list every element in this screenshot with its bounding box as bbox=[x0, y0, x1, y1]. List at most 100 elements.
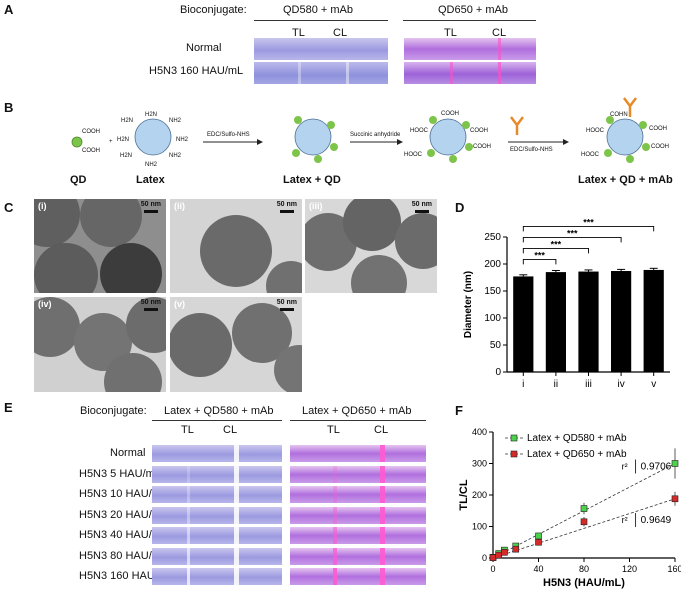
test-line bbox=[333, 465, 337, 483]
qd-label: QD bbox=[70, 174, 87, 186]
tem-label: (ii) bbox=[174, 201, 185, 211]
y-tick-label: 250 bbox=[484, 232, 501, 243]
tl-label-e1: TL bbox=[181, 424, 194, 436]
test-strip bbox=[152, 465, 282, 483]
control-line bbox=[346, 62, 349, 84]
y-axis-label: Diameter (nm) bbox=[463, 271, 474, 338]
control-line bbox=[380, 445, 385, 462]
panel-label-a: A bbox=[4, 2, 14, 17]
row-label: H5N3 160 HAU/mL bbox=[79, 570, 174, 582]
scale-bar-label: 50 nm bbox=[276, 201, 297, 208]
control-line bbox=[380, 547, 385, 565]
latex-qd-label: Latex + QD bbox=[283, 174, 341, 186]
control-line bbox=[380, 527, 385, 544]
tem-image: (ii) 50 nm bbox=[170, 199, 302, 293]
data-point bbox=[495, 551, 502, 559]
test-line bbox=[450, 62, 453, 84]
test-strip bbox=[152, 527, 282, 544]
latex-label: Latex bbox=[136, 174, 165, 186]
scale-bar bbox=[144, 308, 158, 311]
x-tick-label: 0 bbox=[490, 564, 495, 574]
test-line bbox=[333, 486, 337, 503]
cooh-label: COOH bbox=[649, 126, 667, 132]
scale-bar-label: 50 nm bbox=[276, 299, 297, 306]
r2-value: 0.9706 bbox=[641, 462, 672, 473]
test-line bbox=[333, 445, 337, 462]
row-label: Normal bbox=[110, 447, 146, 459]
significance-bracket bbox=[522, 247, 589, 254]
cooh-label: COOH bbox=[441, 111, 459, 117]
test-line bbox=[187, 506, 190, 524]
h2n-label: H2N bbox=[121, 118, 134, 124]
x-tick-label: 120 bbox=[622, 564, 637, 574]
qd-cooh-bottom: COOH bbox=[82, 148, 100, 154]
nh2-label: NH2 bbox=[169, 118, 182, 124]
y-tick-label: 200 bbox=[484, 259, 501, 270]
fit-line bbox=[492, 498, 676, 559]
significance-label: *** bbox=[551, 239, 562, 249]
test-strip bbox=[290, 568, 426, 585]
x-tick-label: ii bbox=[554, 379, 558, 390]
group-underline-qd650 bbox=[403, 20, 536, 21]
hooc-label: HOOC bbox=[410, 128, 428, 134]
group-underline-latex-qd650 bbox=[290, 420, 426, 421]
significance-bracket bbox=[522, 236, 622, 243]
control-line bbox=[234, 486, 239, 503]
data-point bbox=[671, 495, 679, 503]
test-line bbox=[187, 547, 190, 565]
nh2-label: NH2 bbox=[176, 137, 189, 143]
bar bbox=[610, 271, 632, 372]
control-line bbox=[234, 547, 239, 565]
hooc-label: HOOC bbox=[581, 152, 599, 158]
tem-label: (iii) bbox=[309, 201, 323, 211]
latex-qd-mab-label: Latex + QD + mAb bbox=[578, 174, 673, 186]
row-label: H5N3 80 HAU/mL bbox=[79, 549, 168, 562]
tl-label-a2: TL bbox=[444, 27, 457, 39]
scale-bar bbox=[280, 308, 294, 311]
test-strip bbox=[152, 486, 282, 503]
scale-bar bbox=[144, 210, 158, 213]
data-point bbox=[535, 538, 542, 546]
data-point bbox=[671, 460, 679, 467]
y-tick-label: 100 bbox=[472, 522, 487, 532]
x-tick-label: 160 bbox=[667, 564, 681, 574]
data-point bbox=[580, 518, 588, 526]
control-line bbox=[498, 62, 501, 84]
panel-label-f: F bbox=[455, 403, 463, 418]
tem-image: (v) 50 nm bbox=[170, 297, 302, 392]
row-label: H5N3 10 HAU/mL bbox=[79, 488, 168, 500]
x-tick-label: iii bbox=[585, 379, 592, 390]
tem-label: (i) bbox=[38, 201, 47, 211]
test-line bbox=[333, 506, 337, 524]
tem-label: (v) bbox=[174, 299, 185, 309]
group-label-latex-qd650: Latex + QD650 + mAb bbox=[302, 405, 412, 417]
test-strip bbox=[404, 38, 536, 60]
control-line bbox=[380, 486, 385, 503]
test-strip bbox=[152, 506, 282, 524]
legend-marker bbox=[510, 434, 518, 442]
panel-label-b: B bbox=[4, 100, 14, 115]
x-tick-label: v bbox=[651, 379, 656, 390]
hooc-label: HOOC bbox=[404, 152, 422, 158]
group-label-latex-qd580: Latex + QD580 + mAb bbox=[164, 405, 274, 417]
control-line bbox=[498, 38, 501, 60]
bar bbox=[578, 271, 599, 372]
y-tick-label: 400 bbox=[472, 427, 487, 437]
y-tick-label: 0 bbox=[495, 367, 501, 378]
significance-label: *** bbox=[567, 228, 578, 238]
group-underline-qd580 bbox=[254, 20, 388, 21]
bar bbox=[513, 276, 534, 372]
x-tick-label: i bbox=[522, 379, 524, 390]
x-tick-label: 40 bbox=[533, 564, 543, 574]
step1-reagent: EDC/Sulfo-NHS bbox=[207, 132, 250, 138]
tl-label-e2: TL bbox=[327, 424, 340, 436]
y-axis-label: TL/CL bbox=[458, 479, 470, 510]
legend-label: Latex + QD580 + mAb bbox=[527, 433, 627, 444]
test-line bbox=[187, 568, 190, 585]
significance-label: *** bbox=[534, 250, 545, 260]
scale-bar-label: 50 nm bbox=[411, 201, 432, 208]
tem-image: (iv) 50 nm bbox=[34, 297, 166, 392]
cl-label-a1: CL bbox=[333, 27, 348, 39]
cooh-label: COOH bbox=[470, 128, 488, 134]
y-tick-label: 200 bbox=[472, 490, 487, 500]
